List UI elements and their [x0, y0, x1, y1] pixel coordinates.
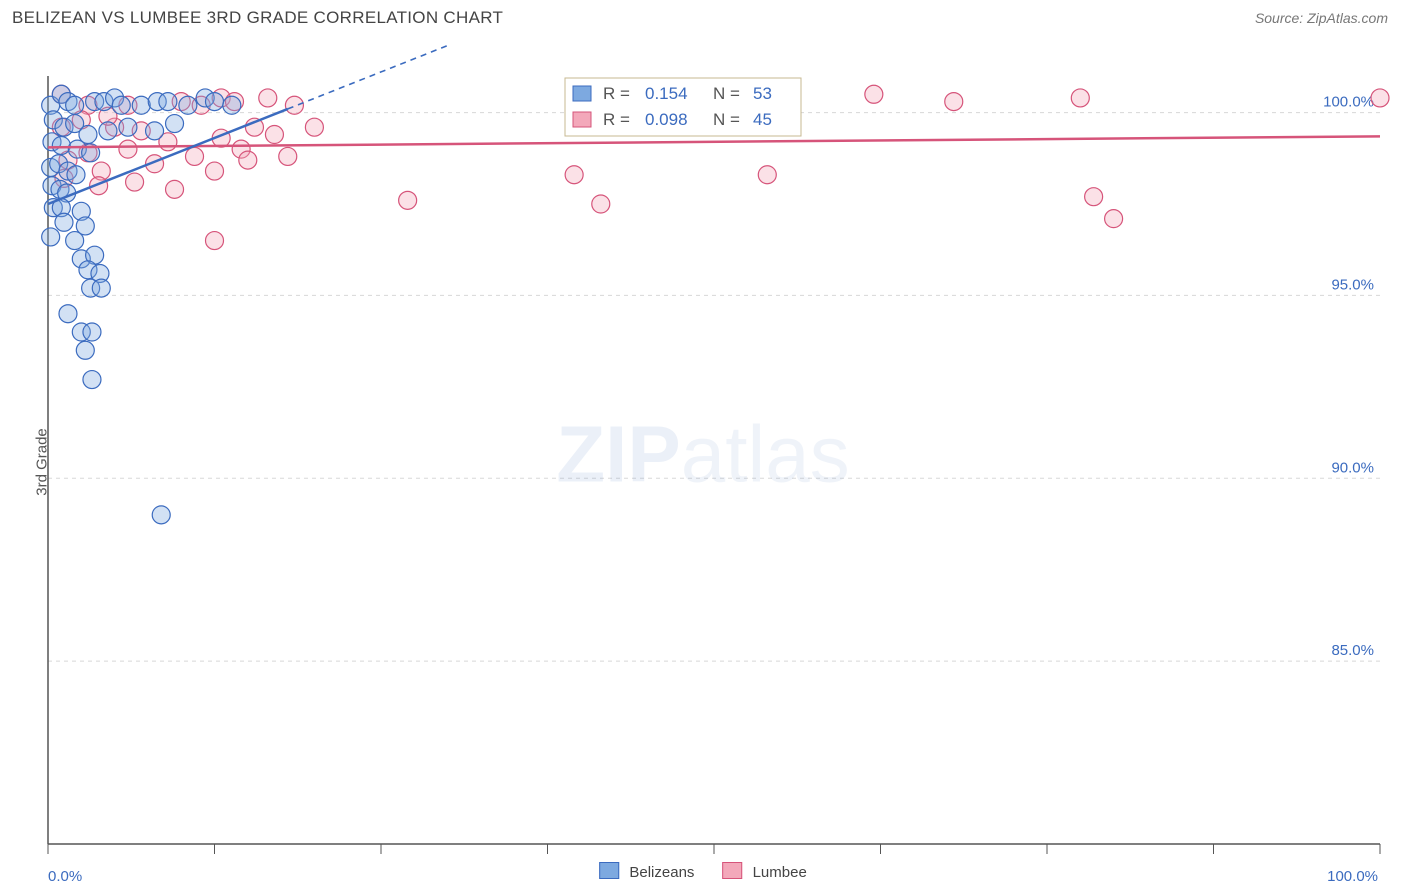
chart-area: 3rd Grade 85.0% 90.0% 95.0% 100.0% R = 0.154 N… — [0, 34, 1406, 889]
svg-text:0.098: 0.098 — [645, 110, 688, 129]
svg-text:90.0%: 90.0% — [1331, 459, 1374, 476]
bottom-legend: Belizeans Lumbee — [599, 862, 807, 881]
svg-text:85.0%: 85.0% — [1331, 642, 1374, 659]
svg-text:100.0%: 100.0% — [1323, 94, 1374, 111]
svg-text:R =: R = — [603, 84, 630, 103]
legend-swatch-lumbee — [722, 862, 742, 879]
y-axis-label: 3rd Grade — [33, 428, 50, 496]
chart-title: BELIZEAN VS LUMBEE 3RD GRADE CORRELATION… — [12, 8, 503, 28]
svg-text:95.0%: 95.0% — [1331, 276, 1374, 293]
svg-text:53: 53 — [753, 84, 772, 103]
svg-text:R =: R = — [603, 110, 630, 129]
x-axis-max-label: 100.0% — [1327, 868, 1378, 885]
legend-item-belizeans: Belizeans — [599, 862, 694, 881]
x-axis-min-label: 0.0% — [48, 868, 82, 885]
svg-text:N =: N = — [713, 84, 740, 103]
svg-text:0.154: 0.154 — [645, 84, 688, 103]
legend-swatch-belizeans — [599, 862, 619, 879]
svg-text:45: 45 — [753, 110, 772, 129]
scatter-plot: 85.0% 90.0% 95.0% 100.0% R = 0.154 N = 53 R = 0.0… — [0, 34, 1406, 854]
source-attribution: Source: ZipAtlas.com — [1255, 10, 1388, 26]
svg-text:N =: N = — [713, 110, 740, 129]
legend-item-lumbee: Lumbee — [722, 862, 806, 881]
chart-header: BELIZEAN VS LUMBEE 3RD GRADE CORRELATION… — [0, 0, 1406, 34]
